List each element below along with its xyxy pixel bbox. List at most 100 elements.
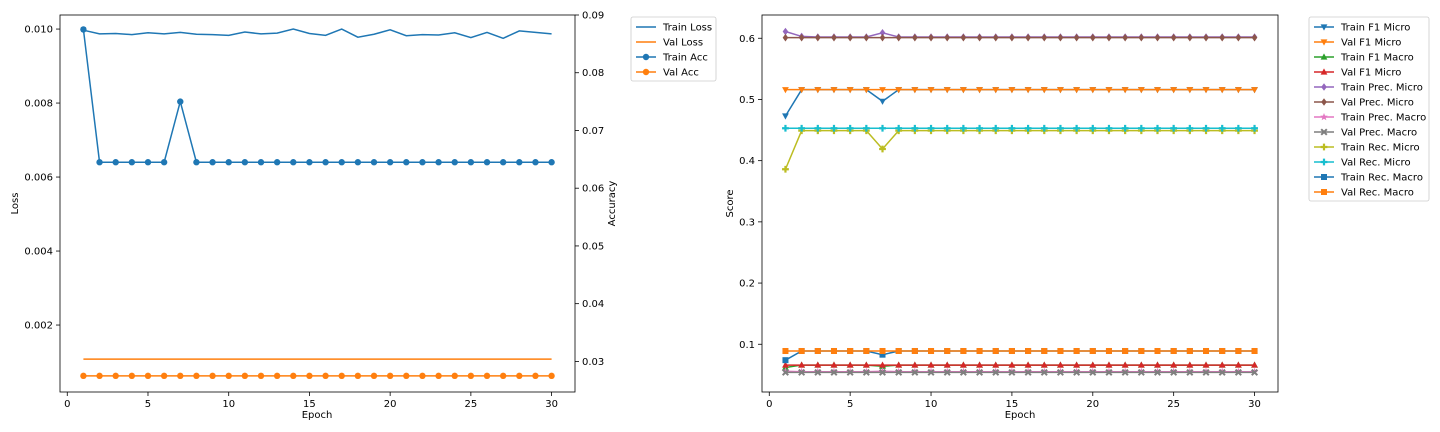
loss-data-point — [435, 372, 442, 380]
score-data-point — [879, 361, 886, 368]
score-data-point — [879, 28, 886, 37]
score-data-point — [831, 33, 837, 42]
score-data-point — [992, 347, 999, 354]
loss-data-point — [273, 372, 281, 380]
loss-data-point — [419, 159, 426, 166]
score-data-point — [1218, 361, 1226, 368]
score-data-point — [1089, 361, 1097, 368]
score-data-point — [911, 124, 919, 132]
score-data-point — [1154, 33, 1161, 42]
loss-data-point — [548, 372, 555, 380]
score-data-point — [1041, 347, 1048, 354]
score-data-point — [1219, 347, 1226, 354]
score-legend-marker — [1321, 83, 1327, 91]
loss-data-point — [273, 159, 281, 166]
score-data-point — [1186, 87, 1194, 94]
score-y-axis-label: Score — [725, 189, 736, 217]
score-data-point — [1251, 33, 1258, 42]
score-data-point — [1154, 361, 1161, 368]
score-data-point — [1105, 124, 1113, 132]
score-legend-label: Train F1 Micro — [1340, 23, 1410, 34]
loss-legend-frame — [630, 16, 717, 82]
loss-data-point — [354, 159, 362, 166]
score-legend-item-val-prec-macro: Val Prec. Macro — [1314, 128, 1417, 139]
score-data-point — [782, 27, 789, 36]
loss-data-point — [96, 159, 103, 166]
score-data-point — [927, 368, 935, 376]
loss-data-point — [290, 372, 297, 380]
score-legend-label: Val Rec. Macro — [1341, 188, 1414, 199]
score-x-axis-label: Epoch — [1005, 410, 1036, 421]
score-data-point — [1056, 368, 1064, 376]
score-data-point — [911, 87, 919, 94]
score-data-point — [1187, 33, 1193, 42]
score-data-point — [1186, 368, 1194, 376]
score-data-point — [1235, 347, 1242, 354]
score-data-point — [895, 124, 903, 132]
loss-legend-item-train-acc: Train Acc — [636, 53, 708, 64]
loss-data-point — [128, 372, 136, 380]
score-x-x-tick-label: 5 — [847, 399, 853, 410]
score-data-point — [798, 87, 806, 94]
score-data-point — [1137, 368, 1145, 376]
score-data-point — [1154, 124, 1161, 132]
score-data-point — [879, 351, 886, 358]
score-data-point — [1073, 124, 1081, 132]
loss-data-point — [193, 159, 200, 166]
accuracy-y-tick-label: 0.04 — [582, 299, 604, 310]
score-data-point — [814, 361, 822, 368]
score-plot-frame — [761, 14, 1279, 393]
score-plot-area — [762, 15, 1278, 392]
score-data-point — [1234, 124, 1242, 132]
accuracy-y-tick-label: 0.03 — [582, 357, 604, 368]
score-data-point — [1251, 347, 1258, 354]
score-x-x-tick-label: 20 — [1086, 399, 1099, 410]
score-data-point — [1121, 361, 1129, 368]
loss-data-point — [435, 159, 442, 166]
loss-data-point — [241, 372, 249, 380]
loss-data-point — [209, 372, 216, 380]
score-data-point — [944, 33, 951, 42]
score-data-point — [1218, 87, 1226, 94]
score-data-point — [830, 347, 837, 354]
score-data-point — [912, 33, 918, 42]
score-y-tick-label: 0.1 — [739, 340, 755, 351]
score-data-point — [1251, 124, 1258, 132]
accuracy-y-tick-label: 0.08 — [582, 68, 604, 79]
score-data-point — [1073, 87, 1081, 94]
score-data-point — [1202, 87, 1210, 94]
loss-data-point — [112, 159, 119, 166]
loss-data-point — [306, 372, 313, 380]
score-data-point — [959, 361, 967, 368]
score-data-point — [1203, 347, 1210, 354]
score-data-point — [798, 33, 805, 42]
loss-y-tick-label: 0.008 — [24, 99, 53, 110]
score-data-point — [782, 124, 789, 132]
score-data-point — [782, 33, 789, 42]
score-data-point — [798, 124, 806, 132]
score-data-point — [895, 361, 903, 368]
score-data-point — [1186, 347, 1193, 354]
score-data-point — [1251, 368, 1259, 376]
loss-data-point — [225, 159, 232, 166]
score-legend-marker — [1320, 53, 1328, 60]
accuracy-y-tick-label: 0.06 — [582, 184, 604, 195]
score-data-point — [1008, 87, 1016, 94]
score-data-point — [1008, 347, 1015, 354]
loss-series-line — [83, 28, 552, 40]
score-data-point — [911, 361, 919, 368]
score-legend-item-val-rec-micro: Val Rec. Micro — [1314, 158, 1411, 169]
score-panel: 0 5 10 15 20 25 30 0.1 0.2 0.3 0.4 0.5 0.6 Epoch Sco… — [725, 14, 1430, 421]
score-data-point — [879, 347, 886, 354]
score-legend-label: Train Rec. Macro — [1340, 173, 1423, 184]
score-series-val-prec-micro — [782, 33, 1258, 42]
score-data-point — [782, 357, 789, 364]
score-data-point — [1073, 347, 1080, 354]
loss-data-point — [96, 372, 103, 380]
score-legend-marker — [1320, 113, 1328, 121]
score-data-point — [879, 368, 887, 376]
score-data-point — [1170, 124, 1178, 132]
score-legend: Train F1 Micro Val F1 Micro Train F1 Macro… — [1308, 16, 1430, 202]
score-series-val-rec-macro — [782, 347, 1258, 354]
score-data-point — [943, 361, 951, 368]
